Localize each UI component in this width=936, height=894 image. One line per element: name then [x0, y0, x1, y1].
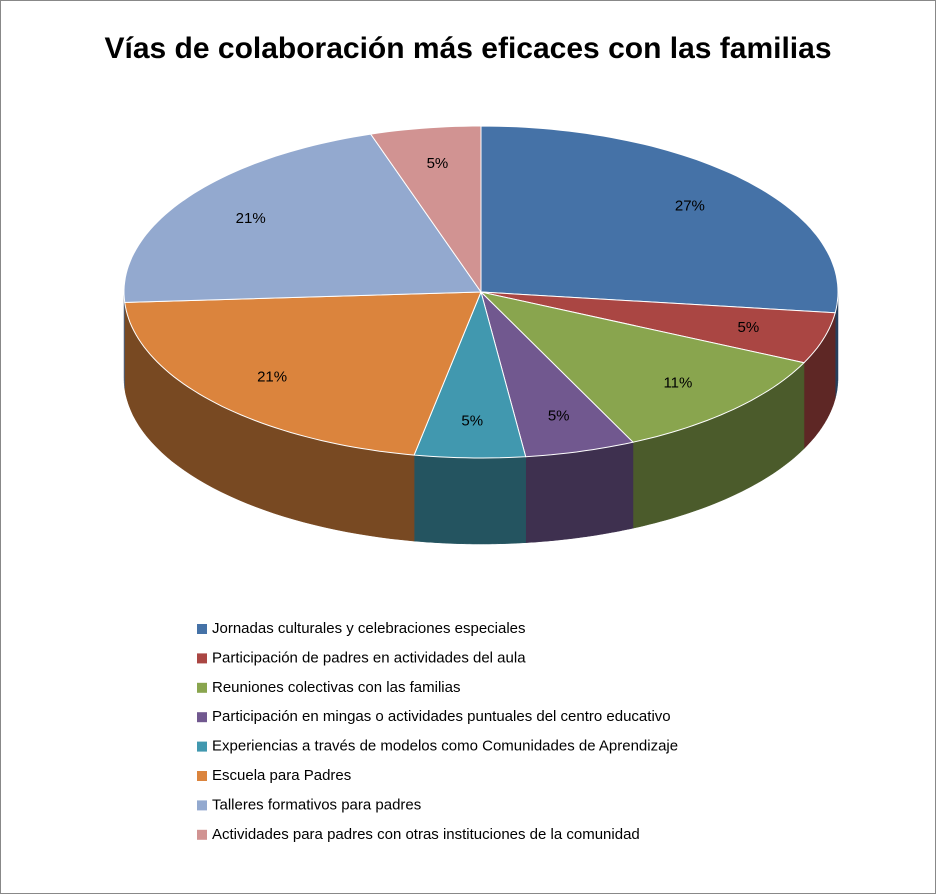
legend-label: Talleres formativos para padres — [212, 796, 421, 813]
slice — [123, 133, 482, 303]
data-label: 5% — [427, 155, 449, 172]
legend-swatch — [197, 712, 207, 723]
data-label: 11% — [663, 375, 692, 392]
legend-swatch — [197, 624, 207, 634]
legend-swatch — [197, 653, 207, 664]
legend-label: Experiencias a través de modelos como Co… — [212, 738, 678, 755]
slice — [480, 290, 635, 458]
legend-swatch — [197, 741, 207, 752]
legend-label: Jornadas culturales y celebraciones espe… — [212, 620, 526, 637]
legend-swatch — [197, 771, 207, 781]
data-label: 5% — [738, 319, 760, 336]
slice — [480, 291, 836, 364]
legend-swatch — [197, 829, 207, 840]
legend-label: Participación en mingas o actividades pu… — [212, 708, 671, 725]
data-label: 5% — [548, 407, 570, 424]
chart-title: Vías de colaboración más eficaces con la… — [104, 32, 831, 65]
legend-label: Escuela para Padres — [212, 767, 351, 784]
legend-label: Reuniones colectivas con las familias — [212, 679, 460, 696]
legend-label: Actividades para padres con otras instit… — [212, 826, 640, 843]
slice — [369, 125, 482, 294]
pie-sides — [123, 292, 839, 545]
data-label: 5% — [461, 412, 483, 429]
slice — [479, 291, 806, 443]
data-label: 27% — [675, 197, 705, 214]
slice — [480, 125, 839, 314]
slice-side — [413, 454, 526, 545]
data-label: 21% — [236, 210, 266, 227]
legend-swatch — [197, 800, 207, 811]
slice — [413, 290, 527, 459]
slice — [124, 291, 482, 456]
pie-tops — [123, 125, 839, 459]
data-label: 21% — [257, 369, 287, 386]
legend-swatch — [197, 682, 207, 693]
legend-label: Participación de padres en actividades d… — [212, 649, 526, 666]
slice-side — [525, 441, 634, 543]
slice-side — [123, 292, 125, 389]
